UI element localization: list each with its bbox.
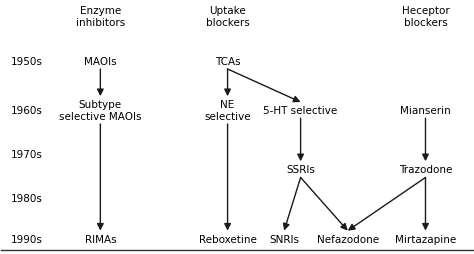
- Text: Heceptor
blockers: Heceptor blockers: [401, 6, 449, 28]
- Text: SSRIs: SSRIs: [286, 165, 315, 175]
- Text: MAOIs: MAOIs: [84, 57, 117, 67]
- Text: 1990s: 1990s: [11, 234, 43, 244]
- Text: NE
selective: NE selective: [204, 100, 251, 121]
- Text: Mirtazapine: Mirtazapine: [395, 234, 456, 244]
- Text: Subtype
selective MAOIs: Subtype selective MAOIs: [59, 100, 142, 121]
- Text: RIMAs: RIMAs: [84, 234, 116, 244]
- Text: Enzyme
inhibitors: Enzyme inhibitors: [76, 6, 125, 28]
- Text: Uptake
blockers: Uptake blockers: [206, 6, 249, 28]
- Text: TCAs: TCAs: [215, 57, 240, 67]
- Text: 1960s: 1960s: [11, 106, 43, 116]
- Text: 1970s: 1970s: [11, 150, 43, 160]
- Text: Mianserin: Mianserin: [400, 106, 451, 116]
- Text: 5-HT selective: 5-HT selective: [264, 106, 338, 116]
- Text: Reboxetine: Reboxetine: [199, 234, 256, 244]
- Text: 1980s: 1980s: [11, 194, 43, 204]
- Text: 1950s: 1950s: [11, 57, 43, 67]
- Text: SNRIs: SNRIs: [269, 234, 299, 244]
- Text: Trazodone: Trazodone: [399, 165, 452, 175]
- Text: Nefazodone: Nefazodone: [317, 234, 379, 244]
